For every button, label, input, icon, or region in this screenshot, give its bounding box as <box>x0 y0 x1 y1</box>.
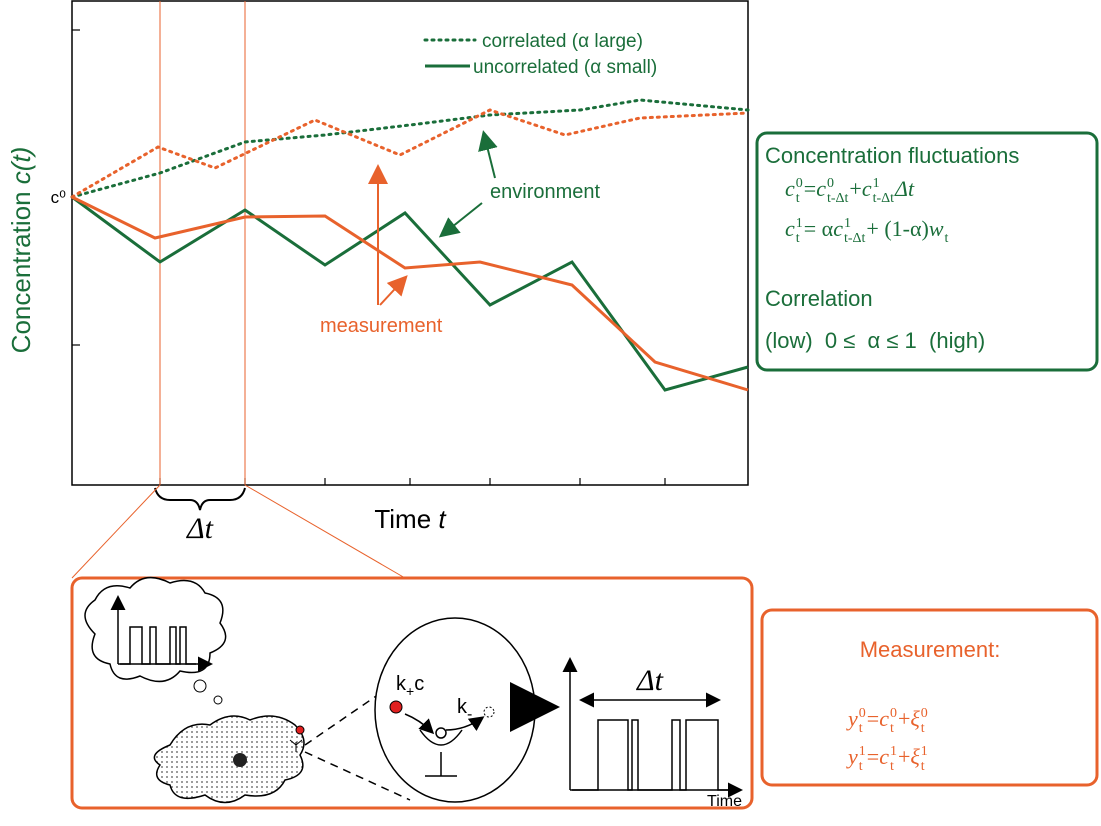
equation-part: t <box>796 191 800 206</box>
equation-part: t <box>890 759 894 774</box>
time-label: Time <box>707 793 742 810</box>
equation: y 1t = c 1t + ξ 1t <box>846 744 928 774</box>
cell <box>153 715 305 804</box>
arrow <box>478 130 498 179</box>
thought-bubble <box>193 679 207 693</box>
equation-part: 0 <box>827 176 834 191</box>
equation-part: w <box>929 216 944 241</box>
delta-t: Δt <box>186 512 214 545</box>
equation-part: t-Δt <box>844 231 866 246</box>
equation-part: t <box>921 759 925 774</box>
fluctuations-box <box>755 131 1099 372</box>
unbinding-arrow <box>445 716 485 732</box>
x-axis-label: Time t <box>374 504 447 534</box>
equation-part: c <box>879 706 889 731</box>
equation-part: + <box>898 744 910 769</box>
arrow <box>438 202 483 238</box>
measurement-label: measurement <box>320 315 443 337</box>
environment-label: environment <box>490 181 601 203</box>
equation-part: + (1-α) <box>866 216 928 241</box>
c0-label: c⁰ <box>51 188 67 207</box>
ligand <box>389 700 403 714</box>
equation-part: = <box>867 706 879 731</box>
zoom-line <box>71 484 161 579</box>
arrow <box>379 275 408 306</box>
equation-part: 1 <box>844 216 851 231</box>
delta-t: Δt <box>636 664 664 697</box>
equation: c 0t = c 0t-Δt + c 1t-Δt Δt <box>785 176 915 206</box>
equation-part: 0 <box>796 176 803 191</box>
thought-bubble <box>213 695 223 705</box>
measurement-uncorrelated <box>71 195 749 392</box>
equation-part: = α <box>804 216 834 241</box>
equation-part: 1 <box>796 216 803 231</box>
legend-label: correlated (α large) <box>482 31 643 52</box>
brace <box>154 487 246 511</box>
equation-part: 1 <box>921 744 928 759</box>
zoom-line <box>304 751 411 801</box>
rate-kplus: k+c <box>396 673 424 699</box>
equation-part: t-Δt <box>873 191 895 206</box>
equation-part: t <box>921 721 925 736</box>
box-title: Measurement: <box>860 637 1001 662</box>
equation-part: = <box>804 176 816 201</box>
equation-part: ξ <box>910 706 920 731</box>
equation-part: c <box>879 744 889 769</box>
released-ligand <box>483 706 495 718</box>
correlation-range: (low) 0 ≤ α ≤ 1 (high) <box>765 328 985 353</box>
correlation-title: Correlation <box>765 286 873 311</box>
equation-part: + <box>849 176 861 201</box>
zoom-line <box>244 484 406 579</box>
equation: c 1t = α c 1t-Δt + (1-α) w t <box>785 216 949 246</box>
ticks <box>72 29 666 485</box>
cell-panel <box>70 576 754 810</box>
environment-correlated <box>70 98 750 199</box>
y-axis-label: Concentration c(t) <box>6 147 36 354</box>
rate-kminus: k- <box>457 696 472 723</box>
equation-part: t <box>796 231 800 246</box>
equation-part: t-Δt <box>827 191 849 206</box>
equation-part: c <box>785 216 795 241</box>
equation-part: c <box>833 216 843 241</box>
equation-part: 0 <box>921 706 928 721</box>
equation-part: Δt <box>894 176 915 201</box>
equation-part: 1 <box>859 744 866 759</box>
equation-part: = <box>867 744 879 769</box>
mini-plot <box>110 595 213 672</box>
ligand <box>295 725 305 735</box>
measurement-correlated <box>70 108 750 199</box>
equation-part: 0 <box>890 706 897 721</box>
equation-part: 1 <box>873 176 880 191</box>
legend-label: uncorrelated (α small) <box>473 57 657 78</box>
zoom-line <box>304 689 386 746</box>
equation-part: y <box>846 744 858 769</box>
equation-part: t <box>859 759 863 774</box>
environment-uncorrelated <box>71 195 749 392</box>
equation-part: 0 <box>859 706 866 721</box>
equation-part: 1 <box>890 744 897 759</box>
receptor <box>419 729 463 777</box>
equation-part: ξ <box>910 744 920 769</box>
box-title: Concentration fluctuations <box>765 143 1019 168</box>
equation: y 0t = c 0t + ξ 0t <box>846 706 928 736</box>
binding-arrow <box>404 713 435 735</box>
equation-part: t <box>859 721 863 736</box>
bound-ligand <box>435 727 447 739</box>
nucleus <box>233 753 247 767</box>
measurement-box <box>760 608 1099 787</box>
equation-part: t <box>890 721 894 736</box>
equation-part: c <box>862 176 872 201</box>
equation-part: y <box>846 706 858 731</box>
equation-part: c <box>785 176 795 201</box>
receptor <box>289 739 303 752</box>
equation-part: + <box>898 706 910 731</box>
binding-trace <box>562 657 743 798</box>
equation-part: t <box>945 231 949 246</box>
equation-part: c <box>816 176 826 201</box>
